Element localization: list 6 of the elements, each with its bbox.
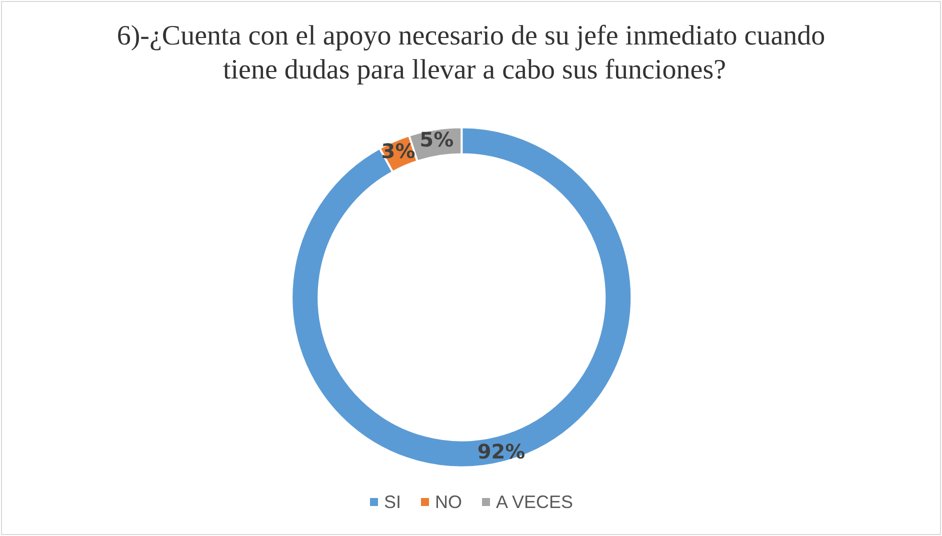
legend-label: NO bbox=[434, 492, 462, 512]
legend-label: SI bbox=[384, 492, 401, 512]
data-label: 92% bbox=[477, 440, 526, 464]
chart-title: 6)-¿Cuenta con el apoyo necesario de su jefe inmediato cuando tiene dudas para llevar a cabo sus funciones? bbox=[116, 20, 826, 86]
data-label: 5% bbox=[420, 128, 454, 152]
legend-label: A VECES bbox=[496, 492, 574, 512]
